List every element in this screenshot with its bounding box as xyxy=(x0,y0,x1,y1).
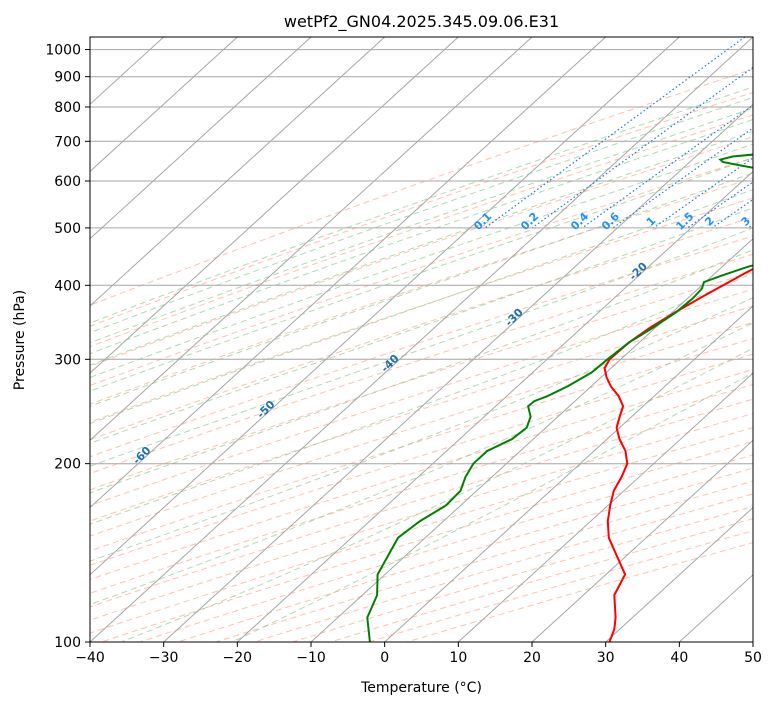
moist-adiabat-line xyxy=(90,297,753,562)
x-tick-label: 40 xyxy=(670,650,688,666)
x-tick-label: −40 xyxy=(75,650,105,666)
y-tick-label: 600 xyxy=(54,174,81,190)
dry-adiabat-line xyxy=(90,253,753,474)
x-axis-label: Temperature (°C) xyxy=(360,680,482,696)
x-tick-label: −30 xyxy=(149,650,179,666)
y-tick-label: 900 xyxy=(54,70,81,86)
dry-adiabat-line xyxy=(90,288,753,507)
dry-adiabat-line xyxy=(215,480,753,642)
dewpoint-trace xyxy=(366,153,753,642)
dry-adiabat-line xyxy=(90,114,753,348)
isotherm-line xyxy=(90,37,386,307)
dry-adiabat-line xyxy=(292,505,753,642)
y-tick-label: 300 xyxy=(54,352,81,368)
isotherm-line xyxy=(90,37,533,442)
dry-adiabat-line xyxy=(90,136,753,367)
mixing-ratio-line xyxy=(612,127,753,229)
plot-area: 0.10.20.40.611.52346810131620253036-100-… xyxy=(90,37,753,642)
y-tick-label: 500 xyxy=(54,221,81,237)
moist-adiabat-line xyxy=(90,207,753,444)
dry-adiabat-line xyxy=(90,177,753,405)
dry-adiabat-line xyxy=(330,518,753,642)
y-tick-label: 100 xyxy=(54,635,81,651)
dry-adiabat-line xyxy=(90,398,753,608)
y-tick-label: 1000 xyxy=(45,43,81,59)
dry-adiabat-line xyxy=(90,157,753,387)
isotherm-line xyxy=(163,103,753,642)
x-tick-label: 50 xyxy=(744,650,762,666)
isotherm-line xyxy=(90,37,680,576)
moist-adiabat-line xyxy=(90,227,753,467)
isotherm-line xyxy=(457,372,753,642)
y-axis-label: Pressure (hPa) xyxy=(12,290,28,390)
chart-title: wetPf2_GN04.2025.345.09.06.E31 xyxy=(284,12,559,32)
mixing-ratio-line xyxy=(581,104,753,229)
isotherm-line xyxy=(90,37,607,509)
plot-frame xyxy=(89,36,754,643)
mixing-ratio-line xyxy=(653,157,753,229)
isotherm-line xyxy=(531,439,753,642)
dry-adiabat-line xyxy=(90,216,753,441)
isotherm-line xyxy=(384,305,753,642)
dry-adiabat-line xyxy=(90,197,753,423)
isotherm-line xyxy=(90,37,238,173)
temperature-trace xyxy=(603,267,753,642)
dry-adiabat-line xyxy=(254,493,753,642)
y-tick-label: 700 xyxy=(54,134,81,150)
isotherm-line xyxy=(90,37,753,642)
axis-ticks: −40 −30 −20 −10 0 10 20 30 40 50 100 200 300 400 500 60… xyxy=(45,43,762,666)
moist-adiabat-line xyxy=(90,172,753,407)
isotherm-line xyxy=(310,237,753,642)
x-tick-label: 20 xyxy=(523,650,541,666)
isotherm-line xyxy=(605,506,753,642)
mixing-ratio-line xyxy=(484,37,746,229)
dry-adiabat-line xyxy=(90,353,753,566)
y-tick-label: 800 xyxy=(54,100,81,116)
dry-adiabat-line xyxy=(90,412,753,621)
dry-adiabat-line xyxy=(90,337,753,552)
dry-adiabat-line xyxy=(90,369,753,580)
x-tick-label: 0 xyxy=(380,650,389,666)
dry-adiabat-line xyxy=(90,235,753,458)
x-tick-label: −20 xyxy=(223,650,253,666)
isotherm-line xyxy=(90,37,312,240)
dry-adiabat-line xyxy=(90,383,753,594)
dry-adiabat-line xyxy=(90,271,753,491)
y-tick-label: 200 xyxy=(54,457,81,473)
moist-adiabat-line xyxy=(90,118,753,355)
dry-adiabat-line xyxy=(90,427,753,634)
x-tick-label: 30 xyxy=(597,650,615,666)
x-tick-label: 10 xyxy=(449,650,467,666)
isotherm-line xyxy=(90,37,459,374)
moist-adiabat-line xyxy=(90,322,753,606)
x-tick-label: −10 xyxy=(296,650,326,666)
moist-adiabat-line xyxy=(90,143,753,379)
y-tick-label: 400 xyxy=(54,278,81,294)
moist-adiabat-line xyxy=(90,189,753,425)
isotherm-line xyxy=(236,170,753,642)
moist-adiabat-line xyxy=(121,347,753,642)
